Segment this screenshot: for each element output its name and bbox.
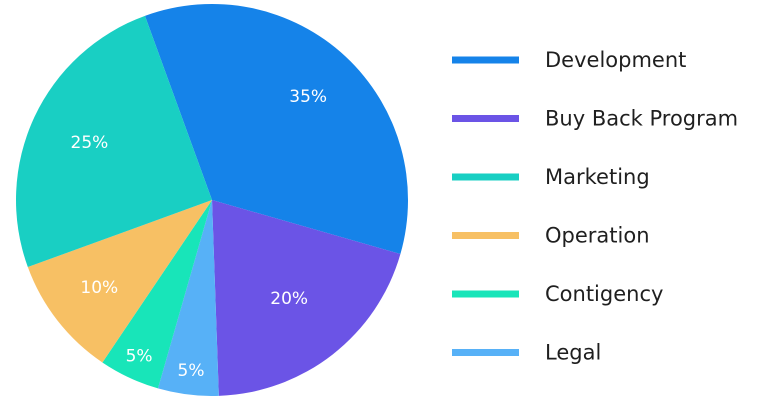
pie-slice-buy-back-program — [212, 200, 401, 396]
legend-label: Marketing — [545, 165, 650, 189]
legend-item-legal: Legal — [452, 341, 601, 365]
legend-label: Legal — [545, 341, 601, 365]
slice-label-operation: 10% — [80, 278, 118, 298]
legend-item-development: Development — [452, 48, 686, 72]
legend-item-buy-back-program: Buy Back Program — [452, 107, 738, 131]
pie-slices — [15, 3, 409, 396]
pie-slice-legal — [157, 200, 219, 396]
legend-swatch — [452, 349, 519, 356]
pie-slice-operation — [27, 200, 212, 363]
legend-item-operation: Operation — [452, 224, 650, 248]
slice-label-buy-back-program: 20% — [270, 289, 308, 309]
legend-swatch — [452, 56, 519, 64]
legend-item-marketing: Marketing — [452, 165, 650, 189]
legend-label: Operation — [545, 224, 650, 248]
pie-slice-contigency — [102, 200, 212, 389]
legend-label: Buy Back Program — [545, 107, 738, 131]
legend-item-contigency: Contigency — [452, 282, 663, 306]
legend-swatch — [452, 115, 519, 122]
legend-label: Development — [545, 48, 686, 72]
legend-swatch — [452, 290, 519, 298]
legend-swatch — [452, 173, 519, 181]
slice-labels: 35% 20% 5% 5% 10% 25% — [71, 87, 328, 381]
legend-swatch — [452, 232, 519, 239]
legend-label: Contigency — [545, 282, 663, 306]
pie-slice-development — [144, 3, 409, 255]
pie-slice-marketing — [15, 15, 213, 268]
slice-label-marketing: 25% — [71, 133, 109, 153]
slice-label-development: 35% — [289, 87, 327, 107]
slice-label-contigency: 5% — [126, 346, 153, 366]
slice-label-legal: 5% — [178, 361, 205, 381]
legend: Development Buy Back Program Marketing Oper… — [452, 48, 738, 365]
